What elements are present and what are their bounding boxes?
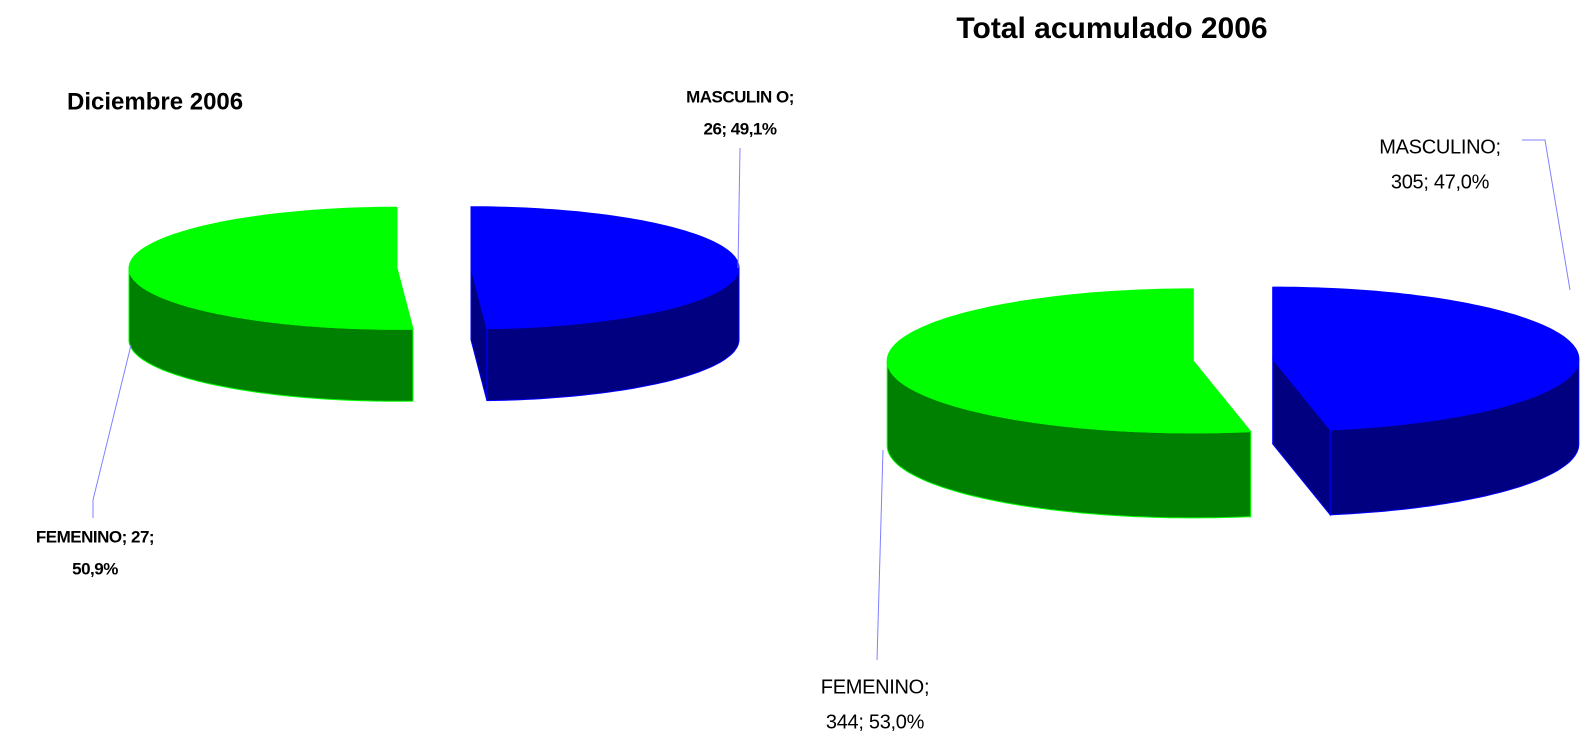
- data-label: FEMENINO; 27;: [36, 527, 154, 546]
- data-label: MASCULINO;: [1379, 136, 1500, 158]
- leader-line: [92, 344, 132, 518]
- data-label: 50,9%: [72, 559, 118, 578]
- leader-line: [876, 449, 884, 661]
- slice: [1272, 286, 1580, 517]
- slice-top: [886, 288, 1252, 434]
- slice: [886, 288, 1252, 519]
- data-label: FEMENINO;: [821, 676, 929, 698]
- slice-top: [470, 206, 740, 330]
- leader-line: [737, 147, 741, 269]
- data-label: 26; 49,1%: [704, 119, 777, 138]
- data-label: MASCULIN O;: [686, 87, 794, 106]
- slice: [128, 206, 414, 402]
- data-label: 344; 53,0%: [826, 711, 925, 733]
- slice: [470, 206, 740, 402]
- chart-title: Diciembre 2006: [67, 88, 243, 115]
- chart-title: Total acumulado 2006: [956, 12, 1267, 45]
- slice-top: [1272, 286, 1580, 431]
- data-label: 305; 47,0%: [1391, 171, 1490, 193]
- leader-line: [1522, 139, 1571, 291]
- slice-top: [128, 206, 414, 330]
